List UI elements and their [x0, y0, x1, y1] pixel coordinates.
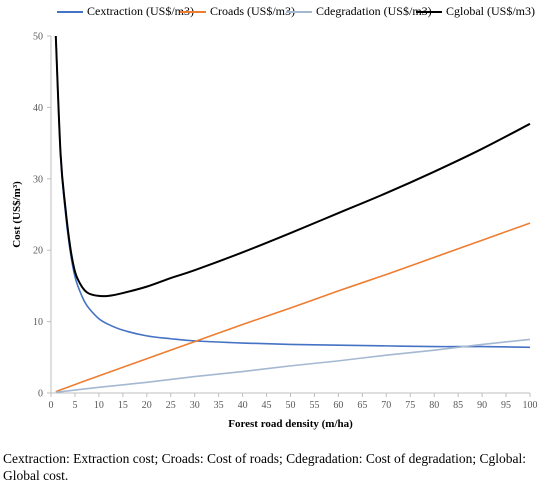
- y-tick-label: 40: [33, 103, 43, 114]
- figure-caption: Cextraction: Extraction cost; Croads: Co…: [3, 451, 527, 483]
- y-tick-label: 50: [33, 32, 43, 43]
- y-tick-label: 0: [38, 389, 43, 400]
- legend-label: Croads (US$/m3): [210, 4, 295, 18]
- axes: [47, 35, 531, 397]
- legend-label: Cglobal (US$/m3): [446, 4, 535, 18]
- legend-item-cextraction: Cextraction (US$/m3): [57, 4, 194, 19]
- legend-item-cdegradation: Cdegradation (US$/m3): [286, 4, 432, 19]
- x-tick-label: 60: [333, 400, 343, 411]
- y-tick-label: 20: [33, 246, 43, 257]
- tick-labels: 0 5 10 15 20 25 30 35 40 45 50 55 60 65 70 75 80 85 90 95 10…: [33, 32, 538, 412]
- x-tick-label: 75: [405, 400, 415, 411]
- series-layer: [54, 35, 531, 394]
- legend-swatch: [416, 10, 442, 13]
- x-tick-label: 65: [357, 400, 367, 411]
- legend-swatch: [57, 10, 83, 13]
- x-tick-label: 45: [262, 400, 272, 411]
- x-tick-label: 100: [523, 400, 538, 411]
- x-tick-label: 0: [49, 400, 54, 411]
- chart: 0 5 10 15 20 25 30 35 40 45 50 55 60 65 70 75 80 85 90 95 10…: [11, 32, 538, 431]
- x-tick-label: 30: [190, 400, 200, 411]
- series-line-croads: [55, 222, 531, 393]
- legend-swatch: [286, 10, 312, 13]
- legend-label: Cextraction (US$/m3): [87, 4, 194, 18]
- legend: Cextraction (US$/m3) Croads (US$/m3) Cde…: [0, 4, 550, 26]
- x-tick-label: 35: [214, 400, 224, 411]
- x-tick-label: 50: [286, 400, 296, 411]
- x-tick-label: 25: [166, 400, 176, 411]
- x-tick-label: 70: [381, 400, 391, 411]
- legend-item-croads: Croads (US$/m3): [180, 4, 295, 19]
- x-tick-label: 40: [238, 400, 248, 411]
- y-tick-label: 30: [33, 174, 43, 185]
- x-tick-label: 85: [453, 400, 463, 411]
- x-tick-label: 55: [309, 400, 319, 411]
- x-tick-label: 80: [429, 400, 439, 411]
- y-axis-title: Cost (US$/m³): [11, 181, 23, 248]
- x-axis-title: Forest road density (m/ha): [228, 418, 353, 430]
- legend-label: Cdegradation (US$/m3): [316, 4, 432, 18]
- series-line-cglobal: [54, 35, 531, 298]
- x-tick-label: 10: [94, 400, 104, 411]
- legend-swatch: [180, 10, 206, 13]
- x-tick-label: 95: [501, 400, 511, 411]
- x-tick-label: 15: [118, 400, 128, 411]
- legend-item-cglobal: Cglobal (US$/m3): [416, 4, 535, 19]
- series-line-cdegradation: [55, 338, 531, 394]
- x-tick-label: 20: [142, 400, 152, 411]
- y-tick-label: 10: [33, 317, 43, 328]
- x-tick-label: 90: [477, 400, 487, 411]
- series-line-cextraction: [54, 35, 531, 349]
- x-tick-label: 5: [72, 400, 77, 411]
